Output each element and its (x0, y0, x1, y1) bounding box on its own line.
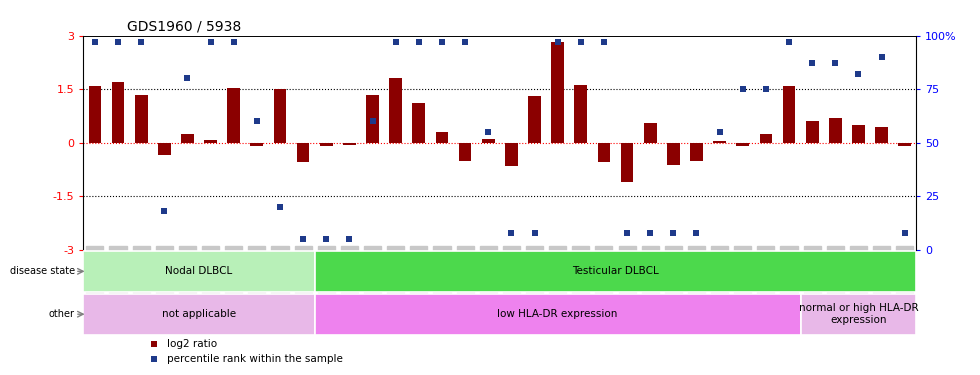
Bar (523, 36, 546, 250)
Text: log2 ratio: log2 ratio (167, 339, 217, 349)
Bar (251, 143, 264, 146)
Bar (459, 143, 471, 160)
Bar (801, 294, 916, 335)
Bar (361, 36, 384, 250)
Bar (505, 143, 517, 166)
Bar (783, 86, 796, 143)
Bar (875, 127, 888, 143)
Bar (662, 36, 685, 250)
Bar (384, 36, 408, 250)
Bar (158, 143, 171, 155)
Bar (107, 36, 129, 250)
Bar (153, 36, 175, 250)
Bar (615, 36, 639, 250)
Text: normal or high HLA-DR
expression: normal or high HLA-DR expression (799, 303, 918, 325)
Bar (297, 143, 310, 162)
Bar (83, 251, 315, 292)
Bar (454, 36, 476, 250)
Bar (708, 36, 731, 250)
Bar (736, 143, 749, 146)
Bar (408, 36, 430, 250)
Bar (847, 36, 870, 250)
Bar (227, 88, 240, 143)
Bar (574, 85, 587, 143)
Bar (175, 36, 199, 250)
Text: percentile rank within the sample: percentile rank within the sample (167, 354, 342, 364)
Bar (713, 141, 726, 143)
Bar (319, 143, 332, 146)
Bar (528, 96, 541, 143)
Bar (292, 36, 315, 250)
Text: disease state: disease state (10, 266, 74, 276)
Bar (181, 134, 194, 143)
Bar (870, 36, 893, 250)
Bar (245, 36, 269, 250)
Bar (598, 143, 611, 162)
Bar (129, 36, 153, 250)
Bar (690, 143, 703, 160)
Bar (367, 94, 379, 143)
Bar (389, 78, 402, 143)
Bar (273, 89, 286, 143)
Bar (83, 36, 107, 250)
Bar (222, 36, 245, 250)
Bar (852, 125, 864, 143)
Bar (639, 36, 662, 250)
Bar (777, 36, 801, 250)
Bar (338, 36, 361, 250)
Bar (552, 42, 564, 143)
Bar (620, 143, 633, 182)
Bar (801, 36, 824, 250)
Bar (644, 123, 657, 143)
Bar (315, 294, 801, 335)
Text: Nodal DLBCL: Nodal DLBCL (166, 266, 232, 276)
Bar (112, 82, 124, 143)
Bar (685, 36, 708, 250)
Bar (315, 251, 916, 292)
Text: Testicular DLBCL: Testicular DLBCL (572, 266, 659, 276)
Bar (199, 36, 222, 250)
Bar (430, 36, 454, 250)
Text: low HLA-DR expression: low HLA-DR expression (498, 309, 617, 319)
Bar (667, 143, 680, 165)
Bar (83, 294, 315, 335)
Bar (435, 132, 448, 143)
Bar (829, 118, 842, 143)
Bar (806, 121, 818, 143)
Bar (569, 36, 592, 250)
Bar (824, 36, 847, 250)
Bar (315, 36, 338, 250)
Text: GDS1960 / 5938: GDS1960 / 5938 (127, 20, 242, 34)
Bar (899, 143, 911, 146)
Bar (500, 36, 523, 250)
Bar (592, 36, 615, 250)
Bar (135, 94, 148, 143)
Text: other: other (49, 309, 74, 319)
Bar (482, 139, 495, 143)
Bar (476, 36, 500, 250)
Text: not applicable: not applicable (162, 309, 236, 319)
Bar (731, 36, 755, 250)
Bar (755, 36, 777, 250)
Bar (546, 36, 569, 250)
Bar (893, 36, 916, 250)
Bar (204, 140, 217, 143)
Bar (413, 104, 425, 143)
Bar (269, 36, 292, 250)
Bar (88, 86, 101, 143)
Bar (760, 134, 772, 143)
Bar (343, 143, 356, 144)
